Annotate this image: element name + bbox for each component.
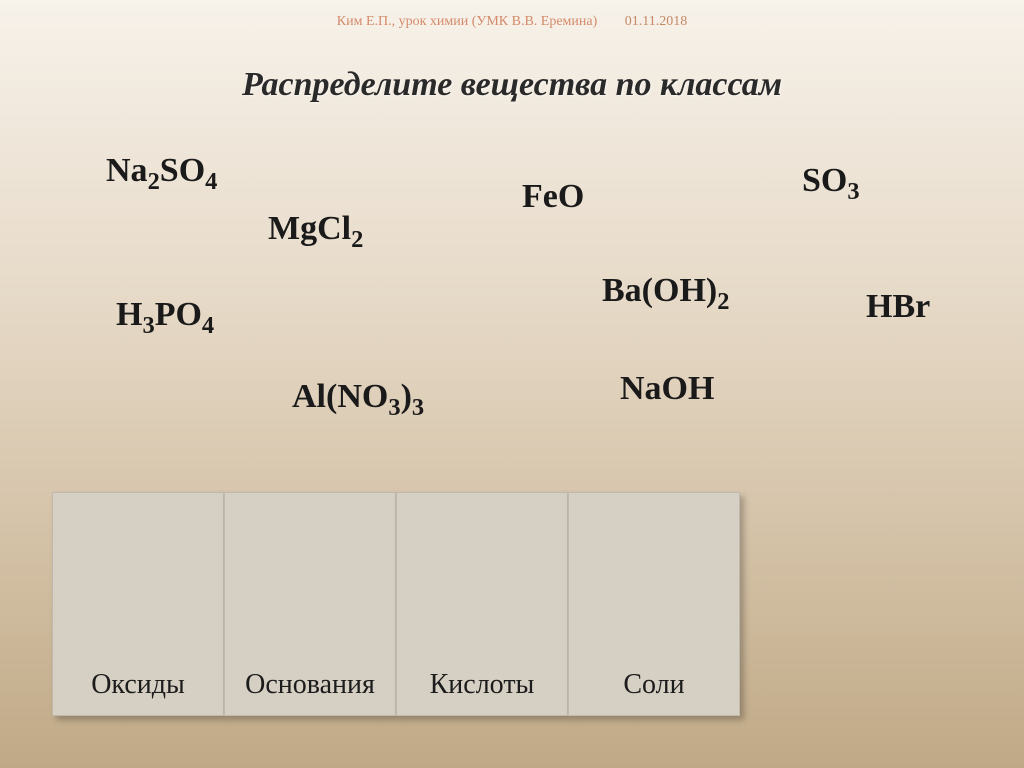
category-box-3[interactable]: Соли xyxy=(568,492,740,716)
category-label: Основания xyxy=(245,669,375,701)
category-box-2[interactable]: Кислоты xyxy=(396,492,568,716)
author-text: Ким Е.П., урок химии (УМК В.В. Еремина) xyxy=(337,14,598,29)
formula-alno33[interactable]: Al(NO3)3 xyxy=(292,378,424,416)
category-box-0[interactable]: Оксиды xyxy=(52,492,224,716)
category-boxes: Оксиды Основания Кислоты Соли xyxy=(52,492,740,716)
category-label: Соли xyxy=(623,669,684,701)
formula-baoh2[interactable]: Ba(OH)2 xyxy=(602,272,729,310)
formula-feo[interactable]: FeO xyxy=(522,178,584,216)
formula-hbr[interactable]: HBr xyxy=(866,288,930,326)
slide: Ким Е.П., урок химии (УМК В.В. Еремина) … xyxy=(0,0,1024,768)
formula-mgcl2[interactable]: MgCl2 xyxy=(268,210,363,248)
slide-header: Ким Е.П., урок химии (УМК В.В. Еремина) … xyxy=(0,14,1024,30)
formula-so3[interactable]: SO3 xyxy=(802,162,860,200)
category-label: Кислоты xyxy=(430,669,535,701)
formula-na2so4[interactable]: Na2SO4 xyxy=(106,152,217,190)
slide-title: Распределите вещества по классам xyxy=(0,66,1024,104)
category-label: Оксиды xyxy=(91,669,185,701)
formula-naoh[interactable]: NaOH xyxy=(620,370,714,408)
date-text: 01.11.2018 xyxy=(625,14,687,29)
category-box-1[interactable]: Основания xyxy=(224,492,396,716)
formula-h3po4[interactable]: H3PO4 xyxy=(116,296,214,334)
